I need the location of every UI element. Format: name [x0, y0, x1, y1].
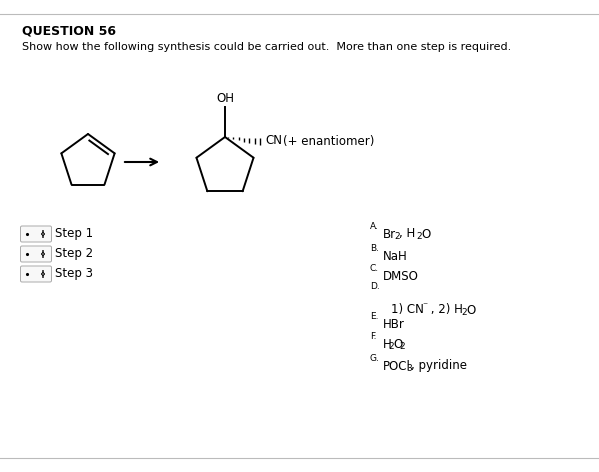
Text: ⁻: ⁻	[422, 301, 427, 311]
Text: Br: Br	[383, 228, 396, 241]
Text: , pyridine: , pyridine	[411, 360, 467, 372]
Text: POCl: POCl	[383, 360, 411, 372]
Text: NaH: NaH	[383, 250, 408, 262]
Text: 3: 3	[406, 364, 412, 373]
Text: 2: 2	[416, 232, 422, 241]
Text: O: O	[394, 337, 403, 351]
Text: F.: F.	[370, 332, 377, 341]
Text: , H: , H	[399, 228, 415, 241]
Text: A.: A.	[370, 222, 379, 231]
Text: 2: 2	[461, 308, 467, 317]
Text: O: O	[421, 228, 430, 241]
Text: Show how the following synthesis could be carried out.  More than one step is re: Show how the following synthesis could b…	[22, 42, 512, 52]
Text: G.: G.	[370, 354, 380, 363]
Text: Step 1: Step 1	[55, 228, 93, 241]
Text: CN: CN	[265, 135, 282, 147]
Text: 2: 2	[395, 232, 400, 241]
FancyBboxPatch shape	[20, 226, 52, 242]
Text: (+ enantiomer): (+ enantiomer)	[283, 135, 374, 147]
Text: 1) CN: 1) CN	[391, 303, 424, 317]
Text: OH: OH	[216, 92, 234, 105]
Text: 2: 2	[399, 342, 405, 351]
Text: Step 2: Step 2	[55, 247, 93, 261]
FancyBboxPatch shape	[20, 246, 52, 262]
Text: HBr: HBr	[383, 318, 405, 330]
Text: QUESTION 56: QUESTION 56	[22, 25, 116, 38]
FancyBboxPatch shape	[20, 266, 52, 282]
Text: DMSO: DMSO	[383, 270, 419, 283]
Text: 2: 2	[389, 342, 394, 351]
Text: , 2) H: , 2) H	[427, 303, 463, 317]
Text: E.: E.	[370, 312, 379, 321]
Text: O: O	[466, 303, 475, 317]
Text: H: H	[383, 337, 392, 351]
Text: Step 3: Step 3	[55, 268, 93, 280]
Text: D.: D.	[370, 282, 380, 291]
Text: C.: C.	[370, 264, 379, 273]
Text: B.: B.	[370, 244, 379, 253]
